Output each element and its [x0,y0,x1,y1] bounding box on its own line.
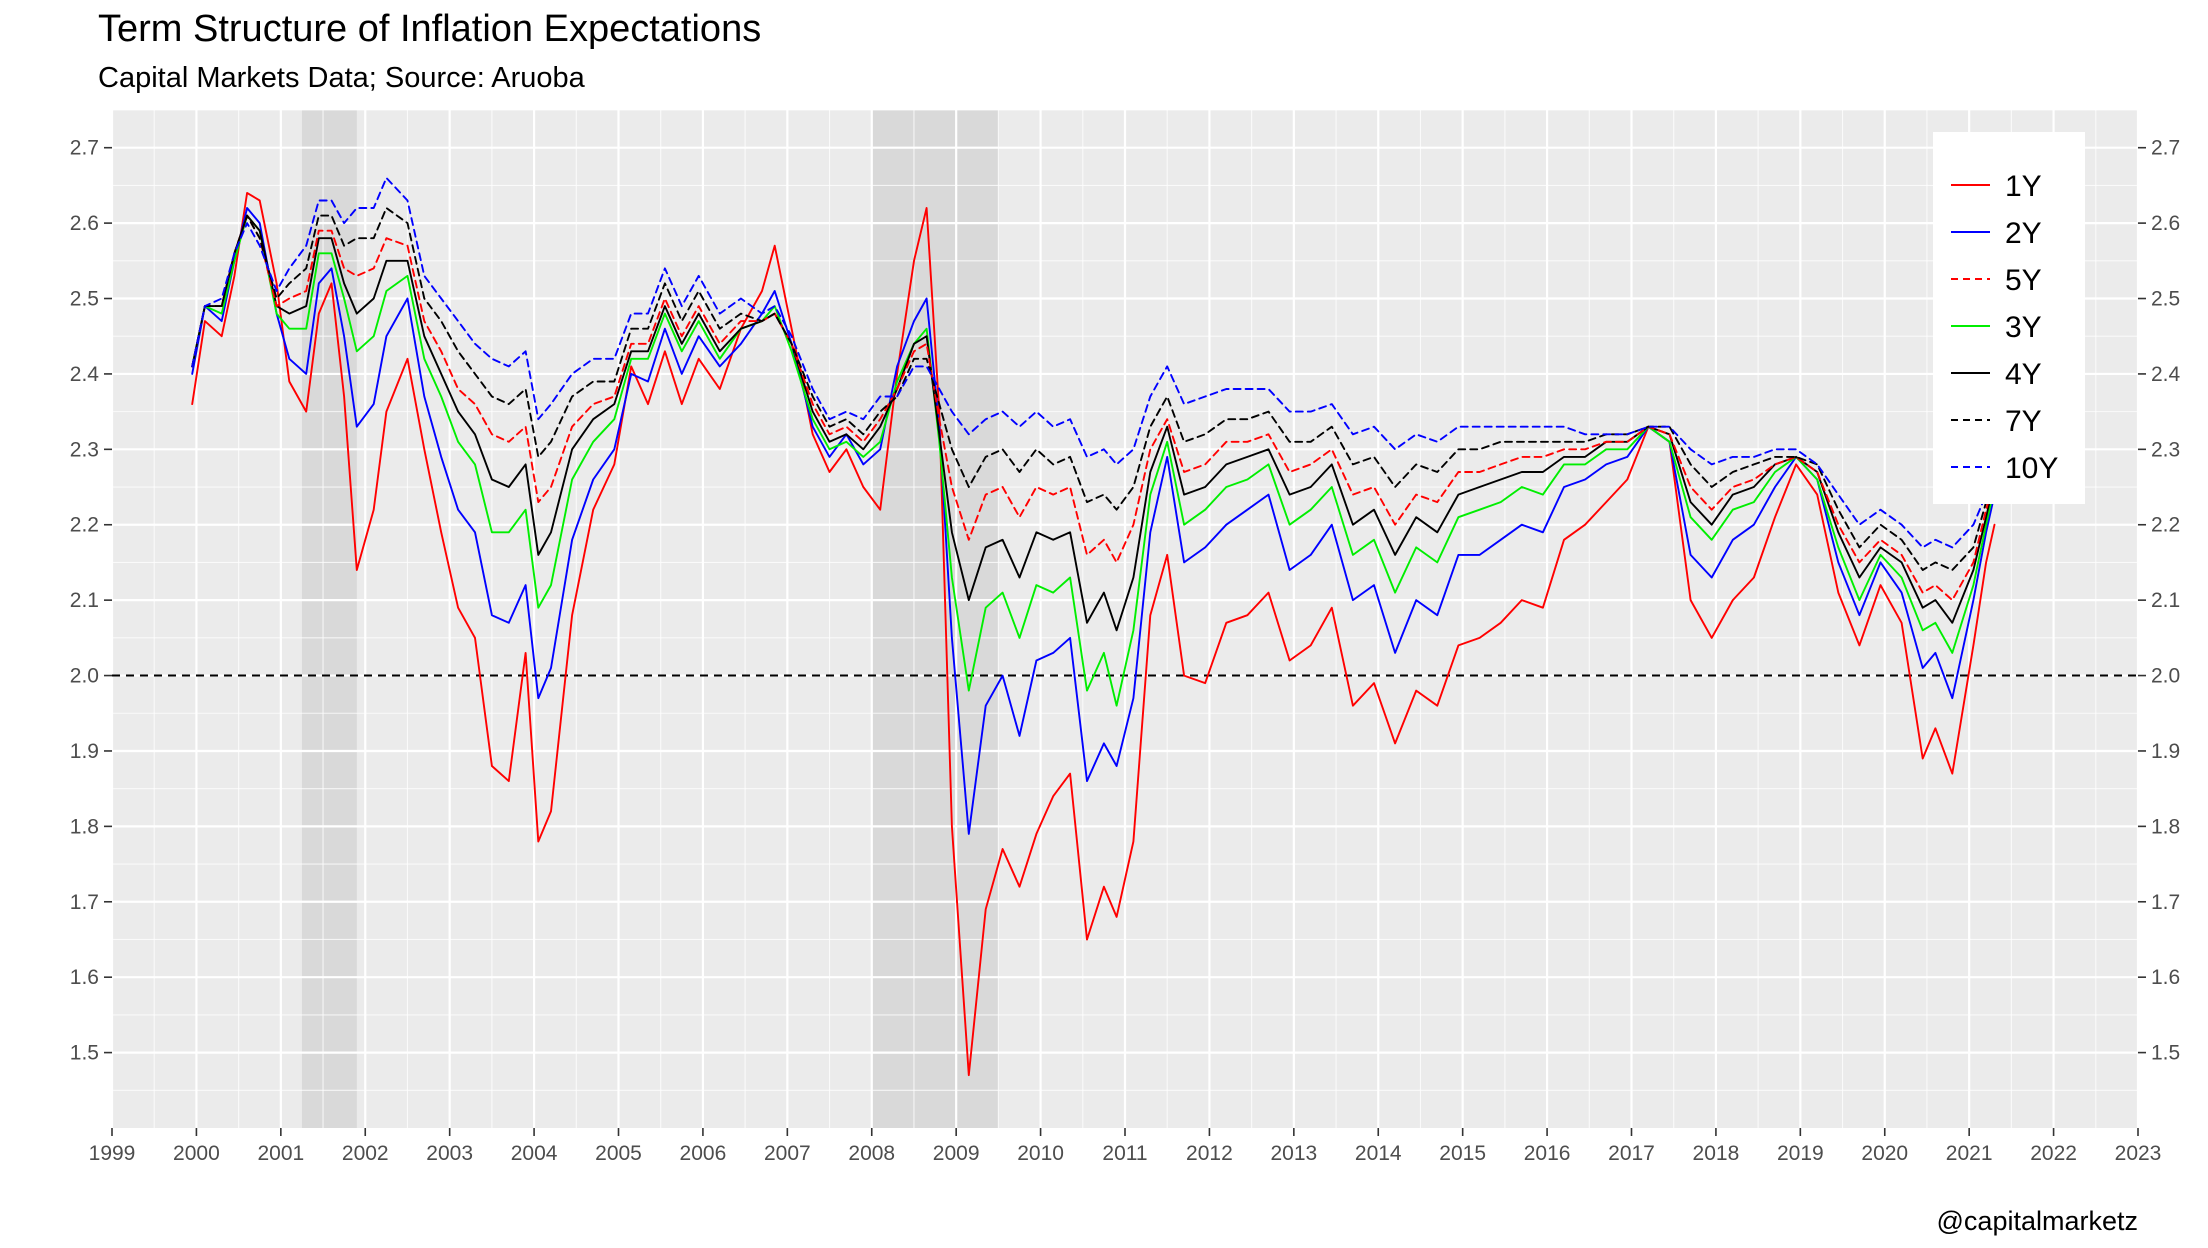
x-tick-label: 2023 [2115,1142,2162,1165]
series-line-2y [191,207,1996,835]
legend-label-7y: 7Y [2005,405,2042,438]
series-layer [191,176,1996,1077]
y-tick-label-left: 1.7 [70,891,99,914]
recession-band [871,110,999,1128]
x-tick-label: 2020 [1861,1142,1908,1165]
legend-label-5y: 5Y [2005,264,2042,297]
chart-caption: @capitalmarketz [1936,1206,2138,1236]
legend-label-1y: 1Y [2005,170,2042,203]
y-tick-label-right: 1.5 [2151,1042,2180,1065]
y-tick-label-left: 1.9 [70,740,99,763]
series-line-1y [191,191,1996,1077]
legend-label-10y: 10Y [2005,452,2058,485]
series-line-5y [191,214,1996,602]
y-tick-label-right: 1.6 [2151,966,2180,989]
x-tick-label: 2010 [1017,1142,1064,1165]
chart-subtitle: Capital Markets Data; Source: Aruoba [98,62,585,94]
y-tick-label-right: 1.8 [2151,815,2180,838]
legend-label-4y: 4Y [2005,358,2042,391]
legend-label-3y: 3Y [2005,311,2042,344]
x-tick-label: 2011 [1102,1142,1147,1165]
x-tick-label: 2005 [595,1142,642,1165]
legend-label-2y: 2Y [2005,217,2042,250]
x-tick-label: 2021 [1946,1142,1993,1165]
y-tick-label-right: 1.7 [2151,891,2180,914]
x-tick-label: 2012 [1186,1142,1233,1165]
x-tick-label: 2008 [848,1142,895,1165]
y-tick-label-left: 2.7 [70,137,99,160]
recession-shading [301,110,999,1128]
y-tick-label-left: 1.8 [70,815,99,838]
x-tick-label: 2015 [1439,1142,1486,1165]
x-tick-label: 2009 [933,1142,980,1165]
series-line-7y [191,207,1996,571]
y-tick-label-right: 2.6 [2151,212,2180,235]
x-tick-label: 1999 [89,1142,136,1165]
y-tick-label-right: 2.2 [2151,514,2180,537]
x-tick-label: 2016 [1524,1142,1571,1165]
x-tick-label: 2017 [1608,1142,1655,1165]
y-tick-label-right: 1.9 [2151,740,2180,763]
x-tick-label: 2000 [173,1142,220,1165]
x-tick-label: 2018 [1693,1142,1740,1165]
y-tick-label-left: 2.6 [70,212,99,235]
x-tick-label: 2004 [511,1142,558,1165]
x-tick-label: 2001 [257,1142,304,1165]
y-tick-label-left: 2.0 [70,665,99,688]
y-tick-label-right: 2.7 [2151,137,2180,160]
y-tick-label-right: 2.5 [2151,288,2180,311]
y-tick-label-left: 2.3 [70,438,99,461]
legend-box [1933,132,2085,504]
y-tick-label-left: 2.2 [70,514,99,537]
y-tick-label-left: 1.5 [70,1042,99,1065]
legend: 1Y 2Y 5Y 3Y 4Y 7Y 10Y [1933,132,2085,504]
series-line-3y [191,214,1996,707]
x-tick-label: 2014 [1355,1142,1402,1165]
x-tick-label: 2002 [342,1142,389,1165]
chart-title: Term Structure of Inflation Expectations [98,8,762,50]
x-tick-label: 2003 [426,1142,473,1165]
x-tick-label: 2022 [2030,1142,2077,1165]
axes: 1999 2000 2001 2002 2003 2004 2005 2006 2007 2008… [70,137,2181,1165]
x-tick-label: 2019 [1777,1142,1824,1165]
y-tick-label-right: 2.1 [2151,589,2180,612]
y-tick-label-right: 2.3 [2151,438,2180,461]
series-line-10y [191,176,1996,549]
y-tick-label-right: 2.4 [2151,363,2181,386]
y-tick-label-right: 2.0 [2151,665,2180,688]
y-tick-label-left: 1.6 [70,966,99,989]
recession-band [301,110,357,1128]
y-tick-label-left: 2.4 [70,363,100,386]
x-tick-label: 2007 [764,1142,811,1165]
y-tick-label-left: 2.1 [70,589,99,612]
y-tick-label-left: 2.5 [70,288,99,311]
series-line-4y [191,214,1996,632]
x-tick-label: 2006 [680,1142,727,1165]
x-tick-label: 2013 [1270,1142,1317,1165]
